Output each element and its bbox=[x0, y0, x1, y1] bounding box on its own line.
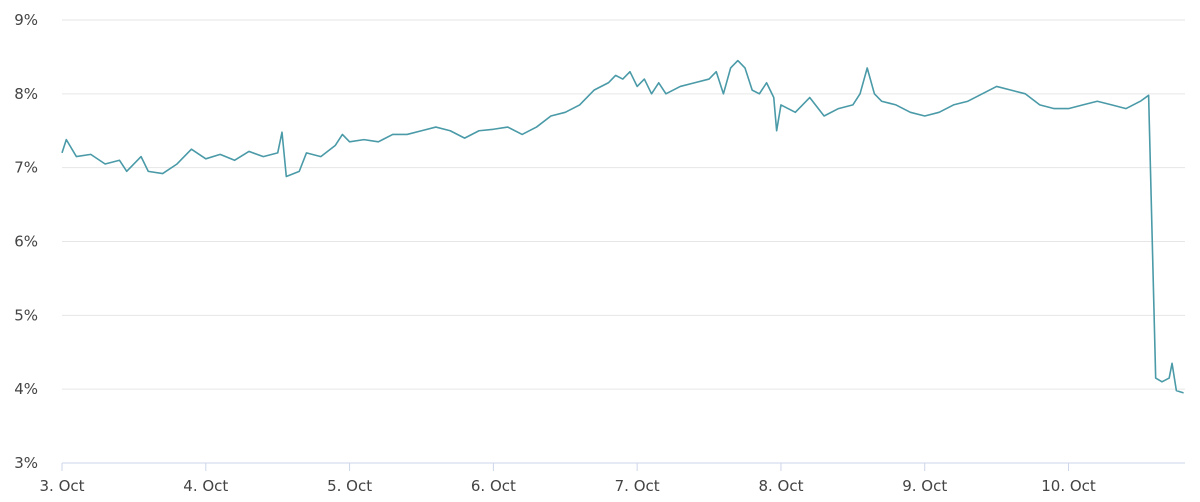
data-line bbox=[61, 59, 1184, 394]
x-tick-label: 3. Oct bbox=[39, 477, 84, 495]
y-tick-label: 5% bbox=[14, 306, 38, 324]
y-tick-label: 8% bbox=[14, 85, 38, 103]
x-tick-label: 6. Oct bbox=[471, 477, 516, 495]
x-tick-label: 5. Oct bbox=[327, 477, 372, 495]
y-tick-label: 9% bbox=[14, 11, 38, 29]
y-tick-label: 3% bbox=[14, 454, 38, 472]
y-tick-label: 7% bbox=[14, 159, 38, 177]
x-tick-label: 7. Oct bbox=[615, 477, 660, 495]
x-tick-label: 8. Oct bbox=[758, 477, 803, 495]
x-tick-label: 10. Oct bbox=[1041, 477, 1096, 495]
x-tick-label: 9. Oct bbox=[902, 477, 947, 495]
y-tick-label: 4% bbox=[14, 380, 38, 398]
x-tick-label: 4. Oct bbox=[183, 477, 228, 495]
y-tick-label: 6% bbox=[14, 233, 38, 251]
